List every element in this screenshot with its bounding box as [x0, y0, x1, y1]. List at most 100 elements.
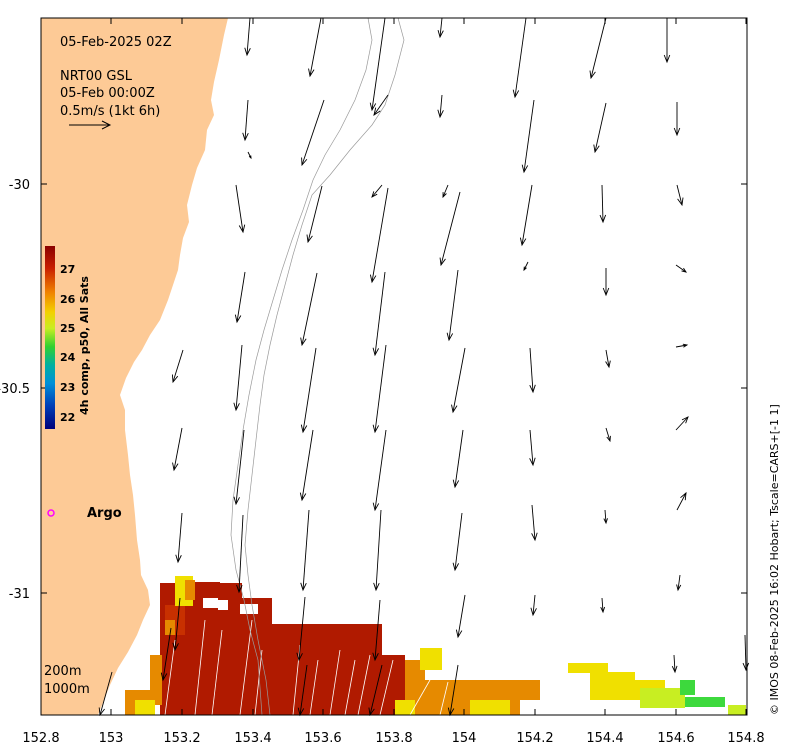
current-arrow	[372, 344, 387, 434]
current-arrow	[437, 94, 444, 119]
arrow-shaft	[514, 17, 527, 98]
x-axis-labels: 152.8 153 153.2 153.4 153.6 153.8 154 15…	[22, 731, 764, 746]
argo-float-marker[interactable]	[47, 509, 55, 517]
arrow-shaft	[454, 512, 463, 571]
current-arrow	[172, 597, 181, 652]
current-arrow	[605, 427, 611, 443]
sst-cell	[272, 624, 382, 715]
arrow-head	[681, 416, 689, 424]
axis-ticks	[40, 18, 747, 715]
arrow-head	[372, 424, 380, 434]
arrow-shaft	[601, 184, 604, 223]
current-arrow	[300, 347, 317, 434]
arrow-head	[451, 404, 458, 414]
sst-contour	[344, 659, 356, 716]
current-arrow	[600, 597, 606, 614]
arrow-head	[238, 224, 246, 234]
arrow-shaft	[677, 574, 681, 591]
arrow-head	[455, 629, 463, 639]
current-arrow	[446, 269, 459, 342]
coastline-land	[41, 18, 228, 715]
current-arrow	[593, 102, 607, 154]
current-arrow	[234, 271, 246, 324]
colorbar-tick: 25	[60, 322, 75, 335]
sst-cell	[330, 624, 357, 640]
current-arrow	[512, 17, 527, 99]
arrow-shaft	[374, 344, 387, 433]
arrow-shaft	[673, 654, 676, 673]
arrow-head	[296, 652, 303, 662]
current-arrow	[369, 187, 389, 284]
scale-arrow	[69, 120, 112, 130]
sst-cell	[728, 705, 746, 715]
colorbar-tick: 24	[60, 351, 76, 364]
arrow-shaft	[529, 347, 534, 393]
arrow-shaft	[523, 99, 535, 173]
arrow-head	[233, 496, 240, 506]
current-arrow	[602, 268, 610, 297]
arrow-shaft	[235, 184, 244, 233]
current-arrow	[442, 184, 449, 199]
arrow-shaft	[235, 429, 245, 505]
sst-cell	[680, 680, 695, 695]
arrow-head	[680, 491, 687, 501]
arrow-shaft	[246, 17, 251, 56]
arrow-head	[300, 424, 308, 434]
arrow-head	[236, 584, 243, 594]
sst-cell	[160, 583, 242, 715]
arrow-shaft	[174, 597, 181, 651]
sst-cell	[195, 582, 220, 602]
arrow-head	[529, 384, 536, 394]
sst-contour	[164, 639, 176, 716]
arrow-shaft	[371, 187, 389, 283]
arrow-head	[677, 197, 684, 207]
arrow-head	[673, 127, 681, 137]
arrow-shaft	[302, 509, 310, 591]
sst-contour	[439, 681, 449, 716]
arrow-shaft	[590, 17, 607, 79]
arrow-head	[300, 582, 307, 592]
arrow-shaft	[440, 191, 461, 266]
credit-text: © IMOS 08-Feb-2025 16:02 Hobart; Tscale=…	[768, 404, 781, 715]
arrow-head	[160, 672, 168, 682]
colorbar-tick: 23	[60, 381, 75, 394]
arrow-shaft	[301, 429, 314, 501]
arrow-head	[606, 435, 611, 443]
current-arrow	[675, 264, 687, 273]
arrow-head	[452, 562, 460, 572]
arrow-head	[593, 144, 600, 154]
arrow-head	[372, 502, 380, 512]
arrow-head	[529, 457, 536, 467]
arrow-head	[676, 584, 682, 592]
colorbar-tick: 22	[60, 411, 75, 424]
arrow-head	[452, 479, 460, 489]
arrow-shaft	[162, 627, 172, 681]
arrow-shaft	[373, 94, 389, 116]
sst-cell	[165, 620, 175, 635]
arrow-head	[244, 47, 251, 57]
sst-cell	[685, 697, 725, 707]
arrow-head	[248, 155, 252, 160]
current-arrow	[244, 17, 251, 57]
arrow-shaft	[172, 349, 184, 383]
arrow-head	[242, 132, 249, 142]
arrow-head	[682, 343, 689, 348]
current-arrow	[233, 344, 243, 412]
arrow-head	[308, 68, 315, 78]
arrow-shaft	[235, 344, 243, 411]
current-arrow	[175, 512, 183, 564]
x-tick-label: 154.6	[657, 731, 694, 746]
arrow-head	[599, 214, 607, 224]
arrow-head	[234, 314, 242, 324]
current-arrow	[452, 512, 463, 572]
arrow-shaft	[676, 184, 683, 206]
current-arrow	[676, 491, 687, 511]
arrow-shaft	[301, 272, 318, 346]
arrow-head	[600, 606, 606, 614]
arrow-shaft	[177, 512, 183, 563]
arrow-shaft	[244, 99, 249, 141]
colorbar-tick: 26	[60, 293, 76, 306]
current-arrow	[599, 184, 607, 224]
arrow-shaft	[604, 509, 607, 524]
arrow-shaft	[675, 416, 689, 431]
